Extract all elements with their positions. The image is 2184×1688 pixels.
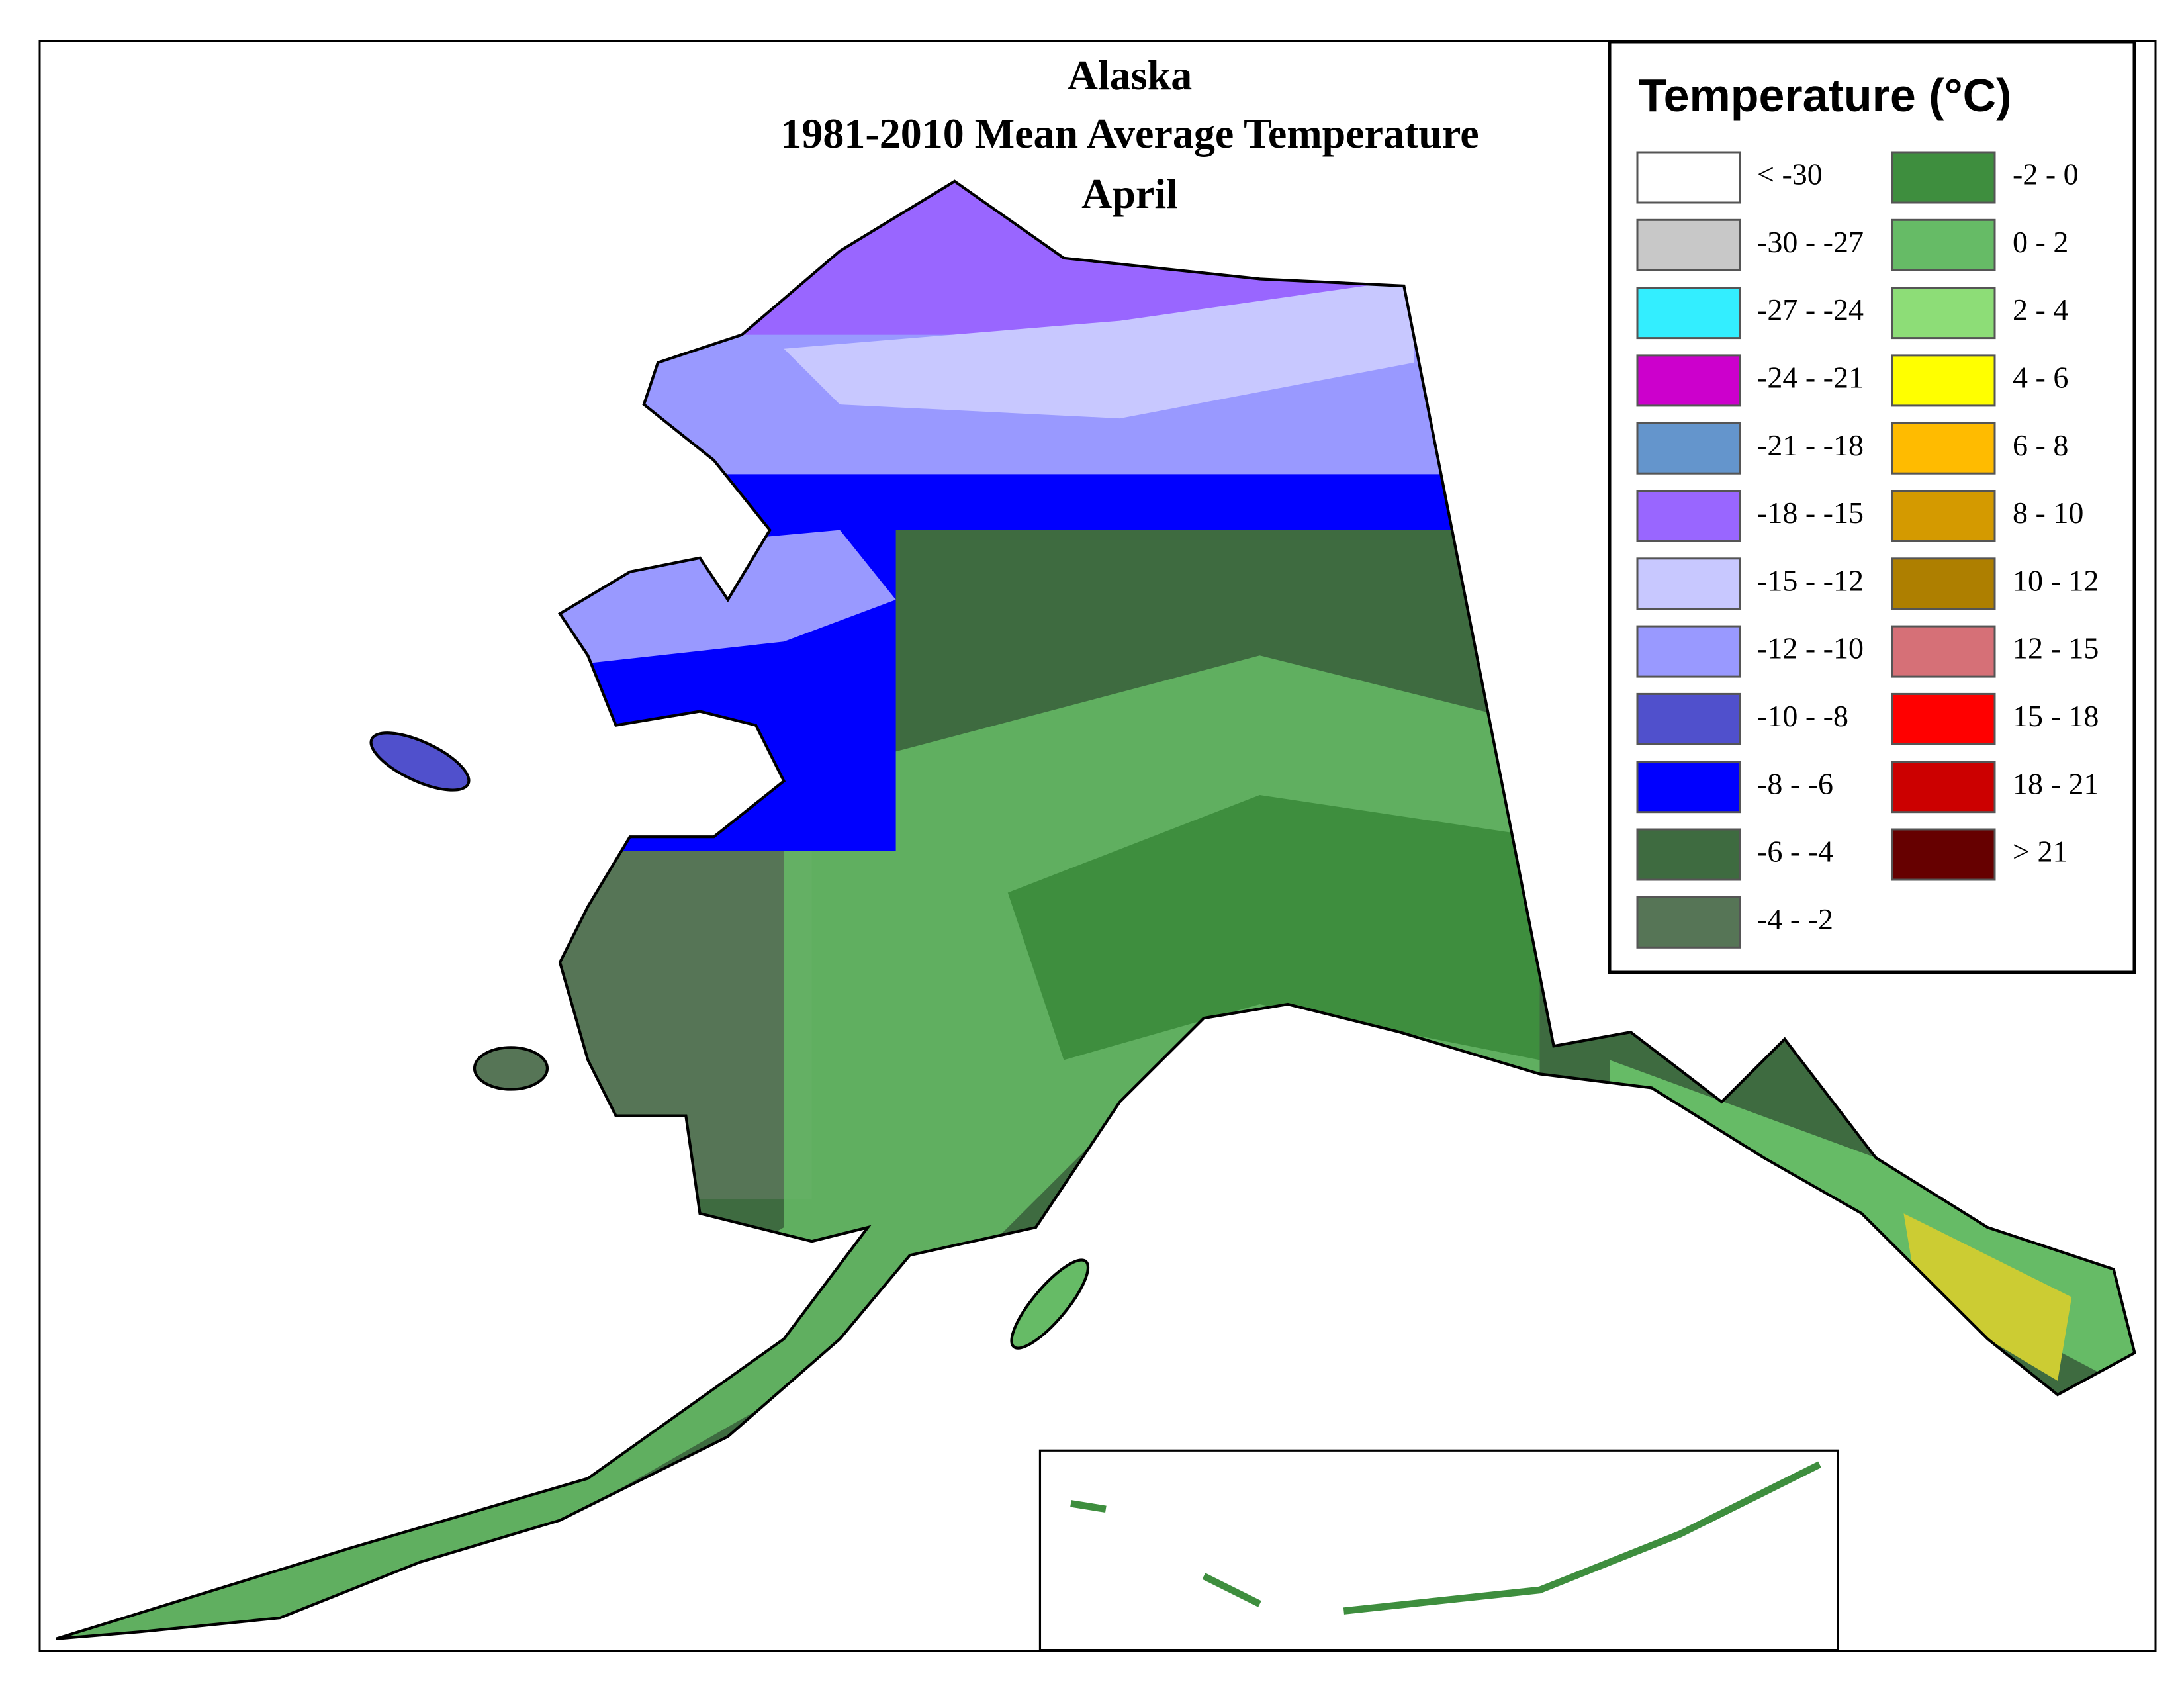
legend-swatch [1636, 692, 1741, 745]
legend-label: 4 - 6 [2013, 360, 2068, 394]
legend-label: -10 - -8 [1757, 699, 1848, 733]
legend-swatch [1636, 151, 1741, 204]
legend-swatch [1891, 625, 1996, 678]
legend-swatch [1636, 490, 1741, 542]
legend-title: Temperature (°C) [1639, 70, 2011, 121]
legend-label: -21 - -18 [1757, 428, 1864, 462]
legend-swatch [1891, 490, 1996, 542]
legend-swatch [1636, 287, 1741, 340]
legend-label: 15 - 18 [2013, 699, 2099, 733]
legend-swatch [1636, 625, 1741, 678]
legend-swatch [1891, 287, 1996, 340]
legend-label: -4 - -2 [1757, 902, 1833, 936]
legend-swatch [1891, 354, 1996, 407]
legend-swatch [1891, 218, 1996, 271]
legend-label: > 21 [2013, 835, 2068, 868]
legend-label: 18 - 21 [2013, 767, 2099, 800]
legend-label: 10 - 12 [2013, 563, 2099, 597]
legend-swatch [1891, 761, 1996, 814]
legend-swatch [1636, 761, 1741, 814]
legend-label: -27 - -24 [1757, 293, 1864, 326]
legend-swatch [1891, 151, 1996, 204]
legend-label: -6 - -4 [1757, 835, 1833, 868]
legend-label: -12 - -10 [1757, 632, 1864, 665]
legend-label: 12 - 15 [2013, 632, 2099, 665]
legend-label: 0 - 2 [2013, 225, 2068, 259]
legend-label: 6 - 8 [2013, 428, 2068, 462]
legend-swatch [1891, 692, 1996, 745]
legend-label: -8 - -6 [1757, 767, 1833, 800]
map-title: Alaska [1068, 52, 1193, 99]
legend-label: -24 - -21 [1757, 360, 1864, 394]
legend: Temperature (°C) < -30 -30 - -27 -27 - -24… [1608, 40, 2136, 974]
legend-swatch [1636, 557, 1741, 610]
legend-swatch [1636, 828, 1741, 881]
legend-swatch [1891, 828, 1996, 881]
legend-label: 2 - 4 [2013, 293, 2068, 326]
legend-swatch [1636, 354, 1741, 407]
map-subtitle: 1981-2010 Mean Average Temperature [780, 110, 1479, 157]
legend-label: 8 - 10 [2013, 496, 2083, 530]
legend-label: < -30 [1757, 158, 1823, 191]
map-month: April [1081, 170, 1178, 217]
legend-swatch [1636, 218, 1741, 271]
legend-label: -2 - 0 [2013, 158, 2079, 191]
legend-swatch [1636, 422, 1741, 475]
legend-label: -18 - -15 [1757, 496, 1864, 530]
legend-label: -15 - -12 [1757, 563, 1864, 597]
legend-label: -30 - -27 [1757, 225, 1864, 259]
legend-swatch [1891, 557, 1996, 610]
legend-swatch [1891, 422, 1996, 475]
legend-swatch [1636, 896, 1741, 949]
